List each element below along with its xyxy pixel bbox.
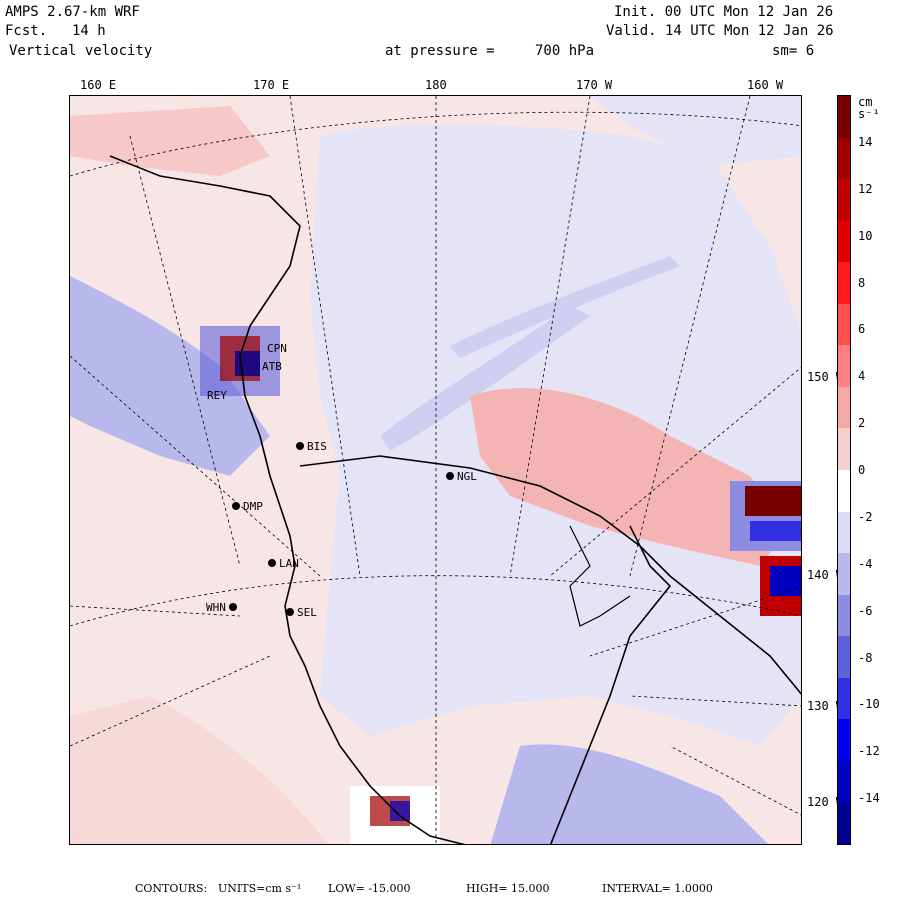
colorbar-label: -6	[858, 603, 873, 618]
colorbar-segment	[838, 594, 850, 637]
pink-region-south	[70, 696, 329, 844]
station-ngl: NGL	[446, 470, 477, 483]
pressure-level: 700 hPa	[535, 43, 595, 59]
colorbar-label: -8	[858, 650, 873, 665]
colorbar-label: 14	[858, 134, 873, 149]
ice-shelf-boundary	[549, 525, 672, 844]
station-dot	[286, 608, 294, 616]
footer-contours: CONTOURS:	[135, 882, 208, 895]
init-time: Init. 00 UTC Mon 12 Jan 26	[614, 4, 834, 20]
blue-band-streak-2	[450, 256, 680, 358]
colorbar-segment	[838, 386, 850, 429]
colorbar-segment	[838, 428, 850, 471]
colorbar-unit: cm s⁻¹	[858, 95, 880, 121]
lat-label-150w: 150 W	[807, 370, 844, 384]
lat-label-130w: 130 W	[807, 699, 844, 713]
station-label: BIS	[307, 440, 327, 453]
station-whn: WHN	[206, 601, 237, 614]
station-dot	[446, 472, 454, 480]
coastline	[109, 155, 466, 844]
colorbar-label: 2	[858, 416, 866, 431]
model-title: AMPS 2.67-km WRF	[5, 4, 140, 20]
colorbar-segment	[838, 802, 850, 845]
colorbar-segment	[838, 96, 850, 139]
vertical-velocity-map	[70, 96, 801, 844]
graticule	[70, 96, 801, 844]
station-label: NGL	[457, 470, 477, 483]
colorbar-label: 8	[858, 275, 866, 290]
pink-region-east	[470, 388, 790, 566]
colorbar-segment	[838, 262, 850, 305]
lon-label-160e: 160 E	[80, 78, 117, 92]
colorbar-label: 12	[858, 181, 873, 196]
field-name: Vertical velocity	[9, 43, 153, 59]
colorbar-label: 0	[858, 463, 866, 477]
station-lan: LAN	[268, 557, 299, 570]
footer-interval: INTERVAL= 1.0000	[602, 882, 713, 895]
footer-low: LOW= -15.000	[328, 882, 411, 895]
colorbar-segment	[838, 760, 850, 803]
station-sel: SEL	[286, 606, 317, 619]
station-label: ATB	[262, 360, 282, 373]
colorbar-label: -10	[858, 697, 880, 712]
footer-high: HIGH= 15.000	[466, 882, 550, 895]
blue-region-left-sea	[70, 276, 270, 476]
colorbar-label: -4	[858, 556, 873, 571]
lon-label-170e: 170 E	[253, 78, 290, 92]
colorbar-label: 4	[858, 369, 866, 384]
forecast-hour: 14 h	[72, 23, 106, 39]
colorbar	[837, 95, 851, 845]
ice-shelf-edge	[299, 455, 801, 695]
lat-label-120w: 120 W	[807, 795, 844, 809]
colorbar-segment	[838, 636, 850, 679]
station-dmp: DMP	[232, 500, 263, 513]
blue-band-streak-1	[380, 306, 590, 451]
mountain-wave-cluster	[200, 326, 280, 396]
smoothing-label: sm= 6	[772, 43, 815, 59]
station-dot	[296, 442, 304, 450]
colorbar-segment	[838, 220, 850, 263]
lon-label-170w: 170 W	[576, 78, 613, 92]
station-label: LAN	[279, 557, 299, 570]
colorbar-segment	[838, 511, 850, 554]
pink-region-top-left	[70, 106, 270, 176]
footer-units: UNITS=cm s⁻¹	[218, 882, 302, 895]
station-atb: ATB	[262, 360, 282, 373]
station-dot	[228, 603, 237, 611]
colorbar-segment	[838, 137, 850, 180]
glacier-line	[569, 525, 631, 627]
station-label: CPN	[267, 342, 287, 355]
convection-cluster-south	[350, 786, 440, 844]
colorbar-segment	[838, 719, 850, 762]
colorbar-segment	[838, 677, 850, 720]
station-rey: REY	[207, 389, 227, 402]
lon-label-160w: 160 W	[747, 78, 784, 92]
strong-updraft-cluster-east	[730, 481, 801, 616]
colorbar-label: -12	[858, 744, 880, 759]
colorbar-segment	[838, 179, 850, 222]
lon-label-180: 180	[425, 78, 447, 92]
colorbar-segment	[838, 345, 850, 388]
lat-label-140w: 140 W	[807, 568, 844, 582]
colorbar-segment	[838, 303, 850, 346]
valid-time: Valid. 14 UTC Mon 12 Jan 26	[606, 23, 834, 39]
colorbar-label: 10	[858, 228, 873, 243]
station-label: DMP	[243, 500, 263, 513]
map-panel	[69, 95, 802, 845]
station-dot	[232, 502, 240, 510]
forecast-label: Fcst.	[5, 23, 48, 39]
station-bis: BIS	[296, 440, 327, 453]
colorbar-label: -2	[858, 509, 873, 524]
colorbar-segment	[838, 553, 850, 596]
colorbar-label: -14	[858, 791, 880, 806]
station-dot	[268, 559, 276, 567]
station-label: REY	[207, 389, 227, 402]
colorbar-segment	[838, 470, 850, 513]
pressure-label: at pressure =	[385, 43, 495, 59]
station-label: WHN	[206, 601, 226, 614]
station-cpn: CPN	[267, 342, 287, 355]
colorbar-label: 6	[858, 322, 866, 337]
station-label: SEL	[297, 606, 317, 619]
